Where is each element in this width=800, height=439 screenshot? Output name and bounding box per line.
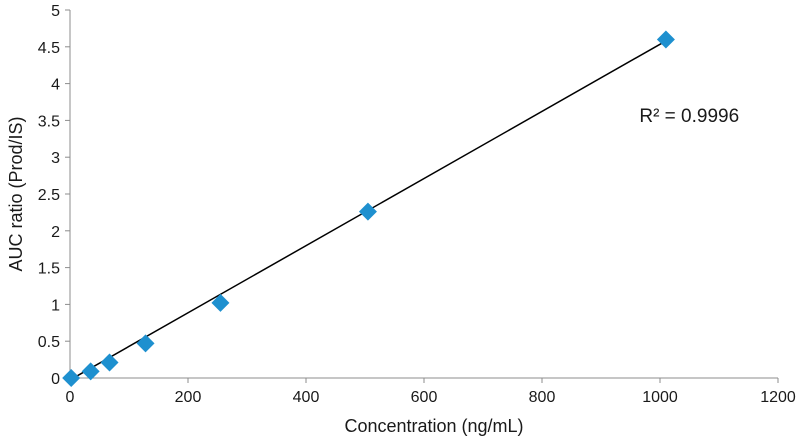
- y-tick-label: 4.5: [38, 40, 60, 57]
- data-point-diamond: [656, 30, 675, 49]
- y-tick-label: 2.5: [38, 187, 60, 204]
- tick-labels: 0 200 400 600 800 1000 1200 0 0.5 1 1.5 2 2.5 3 3.5 4 4.…: [38, 3, 796, 406]
- y-tick-label: 3: [51, 150, 60, 167]
- y-axis-title: AUC ratio (Prod/IS): [6, 116, 26, 271]
- y-tick-label: 0.5: [38, 334, 60, 351]
- data-point-diamond: [211, 293, 230, 312]
- data-point-diamond: [81, 362, 100, 381]
- x-tick-label: 0: [66, 389, 75, 406]
- y-tick-label: 1.5: [38, 261, 60, 278]
- tick-marks: [65, 9, 779, 383]
- r-squared-annotation: R² = 0.9996: [639, 106, 739, 127]
- x-tick-label: 400: [293, 389, 320, 406]
- x-tick-label: 800: [529, 389, 556, 406]
- y-tick-label: 3.5: [38, 113, 60, 130]
- data-point-diamond: [100, 353, 119, 372]
- y-tick-label: 1: [51, 297, 60, 314]
- data-point-diamond: [62, 369, 81, 387]
- data-point-diamond: [358, 202, 377, 221]
- x-axis-title: Concentration (ng/mL): [344, 416, 523, 436]
- y-tick-label: 0: [51, 371, 60, 388]
- data-points: [62, 30, 675, 387]
- x-tick-label: 600: [411, 389, 438, 406]
- x-tick-label: 1200: [760, 389, 796, 406]
- y-tick-label: 5: [51, 3, 60, 20]
- x-tick-label: 200: [175, 389, 202, 406]
- y-tick-label: 4: [51, 77, 60, 94]
- data-point-diamond: [136, 334, 155, 353]
- axes: [69, 10, 778, 379]
- x-tick-label: 1000: [642, 389, 678, 406]
- y-tick-label: 2: [51, 224, 60, 241]
